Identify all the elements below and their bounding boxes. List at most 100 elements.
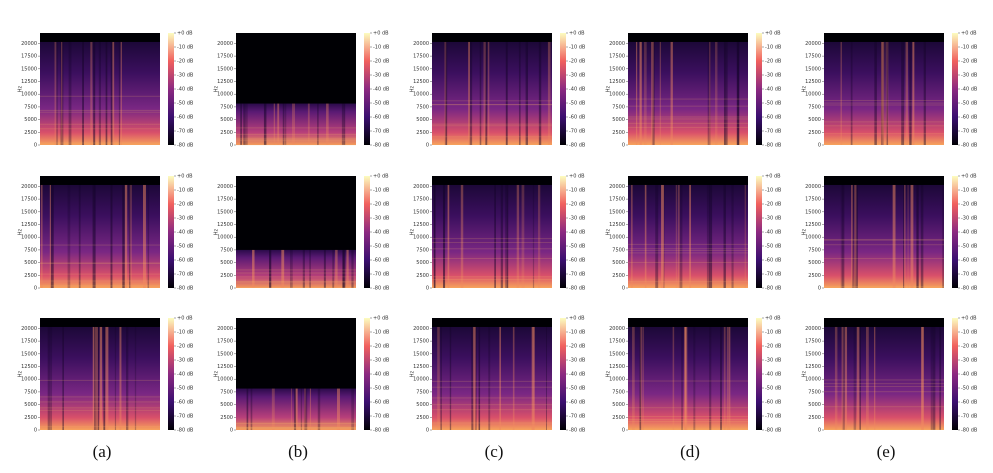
spectrogram-fill (236, 422, 356, 424)
spectrogram-fill (114, 326, 117, 430)
colorbar-tick-label: -60 dB (373, 258, 390, 264)
colorbar (168, 33, 174, 145)
spectrogram-fill (726, 326, 729, 430)
spectrogram-fill (728, 326, 731, 430)
y-tick-label: 5000 (24, 260, 37, 266)
spectrogram-fill (916, 184, 919, 288)
colorbar-tick-label: +0 dB (961, 31, 977, 37)
colorbar-tick-label: -10 dB (961, 330, 978, 336)
spectrogram-fill (488, 326, 491, 430)
spectrogram-fill (628, 250, 748, 252)
colorbar-tick-label: -40 dB (765, 372, 782, 378)
spectrogram-fill (442, 184, 445, 288)
spectrogram-fill (134, 326, 137, 430)
spectrogram-fill (824, 391, 944, 393)
spectrogram-fill (40, 280, 160, 282)
y-tick-label: 15000 (217, 66, 233, 72)
spectrogram-fill (49, 326, 53, 430)
spectrogram-fill (483, 41, 486, 145)
spectrogram-fill (98, 41, 101, 145)
y-tick-label: 7500 (24, 389, 37, 395)
y-tick-label: 7500 (24, 247, 37, 253)
spectrogram-fill (824, 428, 944, 430)
spectrogram-fill (824, 238, 944, 240)
spectrogram-fill (706, 184, 710, 288)
colorbar-tick-label: -20 dB (177, 59, 194, 65)
y-axis-label: Hz (18, 370, 24, 377)
y-tick-label: 7500 (808, 104, 821, 110)
spectrogram-fill (866, 326, 869, 430)
y-tick-label: 7500 (220, 104, 233, 110)
spectrogram-fill (824, 383, 944, 385)
spectrogram-fill (670, 41, 673, 145)
y-tick-label: 10000 (609, 235, 625, 241)
y-tick-label: 2500 (612, 273, 625, 279)
y-tick-label: 2500 (416, 130, 429, 136)
spectrogram-fill (40, 41, 160, 145)
spectrogram-fill (909, 41, 912, 145)
colorbar-tick-label: +0 dB (373, 31, 389, 37)
colorbar-tick-label: -60 dB (765, 258, 782, 264)
colorbar-tick-label: -20 dB (569, 202, 586, 208)
spectrogram-fill (281, 249, 285, 288)
spectrogram-fill (824, 258, 944, 260)
spectrogram-fill (40, 409, 160, 411)
spectrogram-fill (824, 286, 944, 288)
colorbar-tick-label: -10 dB (765, 188, 782, 194)
spectrogram-fill (432, 100, 552, 102)
colorbar-tick-label: -80 dB (177, 286, 194, 292)
spectrogram-fill (444, 41, 447, 145)
spectrogram-fill (40, 184, 160, 288)
y-tick-label: 20000 (805, 41, 821, 47)
colorbar (952, 318, 958, 430)
y-tick-label: 12500 (413, 222, 429, 228)
spectrogram-fill (723, 326, 726, 430)
spectrogram-fill (432, 184, 552, 288)
spectrogram-fill (432, 241, 552, 243)
spectrogram-fill (147, 184, 150, 288)
spectrogram-fill (652, 41, 655, 145)
spectrogram (432, 176, 552, 288)
spectrogram-fill (432, 397, 552, 399)
spectrogram-fill (644, 184, 647, 288)
colorbar (756, 318, 762, 430)
spectrogram-fill (851, 184, 853, 288)
spectrogram-fill (47, 326, 50, 430)
y-tick-label: 15000 (805, 351, 821, 357)
spectrogram-fill (40, 262, 160, 264)
y-tick-label: 20000 (805, 326, 821, 332)
spectrogram-fill (40, 426, 160, 428)
spectrogram-fill (881, 41, 885, 145)
spectrogram-fill (478, 326, 481, 430)
colorbar-tick-label: -80 dB (177, 143, 194, 149)
spectrogram-fill (342, 249, 345, 288)
spectrogram-fill (736, 41, 740, 145)
colorbar-tick-label: -80 dB (765, 428, 782, 434)
spectrogram-fill (939, 326, 941, 430)
y-tick-label: 15000 (413, 66, 429, 72)
colorbar-tick-label: -60 dB (765, 400, 782, 406)
y-tick-label: 2500 (808, 130, 821, 136)
spectrogram-fill (120, 41, 122, 145)
spectrogram-fill (61, 41, 63, 145)
spectrogram-fill (119, 326, 122, 430)
spectrogram-fill (472, 326, 475, 430)
spectrogram-fill (547, 41, 551, 145)
y-tick-label: 15000 (217, 351, 233, 357)
spectrogram-fill (639, 326, 643, 430)
spectrogram-fill (630, 184, 633, 288)
colorbar-tick-label: -80 dB (177, 428, 194, 434)
y-tick-label: 7500 (416, 104, 429, 110)
spectrogram-fill (126, 326, 129, 430)
spectrogram-fill (93, 41, 96, 145)
y-tick-label: 10000 (805, 377, 821, 383)
colorbar-tick-label: +0 dB (569, 31, 585, 37)
colorbar-tick-label: -70 dB (961, 129, 978, 135)
y-axis-label: Hz (410, 85, 416, 92)
colorbar-tick-label: -50 dB (569, 101, 586, 107)
spectrogram-fill (628, 41, 748, 145)
y-tick-label: 12500 (217, 79, 233, 85)
spectrogram-fill (326, 103, 329, 145)
y-tick-label: 7500 (220, 247, 233, 253)
y-tick-label: 20000 (609, 326, 625, 332)
